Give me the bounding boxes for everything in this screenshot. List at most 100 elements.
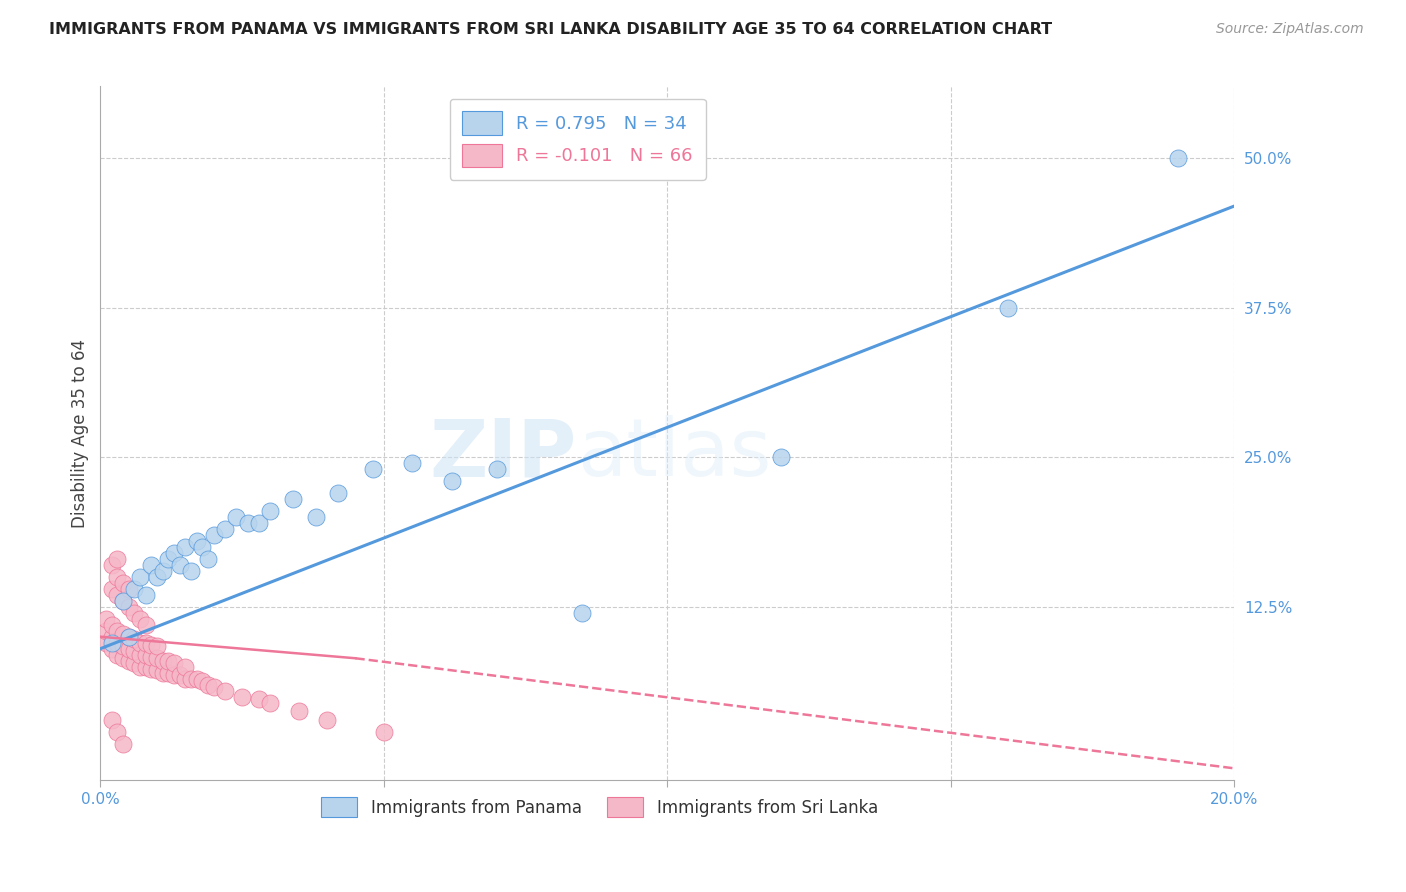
Point	[129, 648, 152, 662]
Point	[146, 651, 169, 665]
Point	[361, 462, 384, 476]
Point	[225, 510, 247, 524]
Point	[141, 650, 163, 665]
Point	[169, 668, 191, 682]
Point	[112, 738, 135, 752]
Point	[152, 654, 174, 668]
Point	[186, 672, 208, 686]
Point	[197, 552, 219, 566]
Point	[197, 677, 219, 691]
Point	[440, 474, 463, 488]
Point	[180, 672, 202, 686]
Point	[169, 558, 191, 572]
Point	[259, 696, 281, 710]
Point	[281, 492, 304, 507]
Point	[105, 648, 128, 662]
Point	[105, 725, 128, 739]
Text: Source: ZipAtlas.com: Source: ZipAtlas.com	[1216, 22, 1364, 37]
Point	[112, 594, 135, 608]
Point	[214, 522, 236, 536]
Point	[124, 606, 146, 620]
Point	[401, 456, 423, 470]
Text: IMMIGRANTS FROM PANAMA VS IMMIGRANTS FROM SRI LANKA DISABILITY AGE 35 TO 64 CORR: IMMIGRANTS FROM PANAMA VS IMMIGRANTS FRO…	[49, 22, 1052, 37]
Point	[105, 588, 128, 602]
Point	[118, 654, 141, 668]
Point	[373, 725, 395, 739]
Point	[100, 714, 122, 728]
Point	[202, 528, 225, 542]
Point	[124, 656, 146, 670]
Point	[316, 714, 339, 728]
Point	[105, 636, 128, 650]
Point	[94, 636, 117, 650]
Point	[769, 450, 792, 465]
Point	[112, 651, 135, 665]
Point	[191, 540, 214, 554]
Point	[112, 575, 135, 590]
Point	[135, 588, 157, 602]
Point	[100, 558, 122, 572]
Point	[152, 564, 174, 578]
Point	[486, 462, 509, 476]
Text: ZIP: ZIP	[429, 415, 576, 493]
Point	[135, 659, 157, 673]
Point	[247, 516, 270, 530]
Point	[135, 636, 157, 650]
Point	[328, 486, 350, 500]
Point	[163, 656, 186, 670]
Point	[118, 582, 141, 596]
Point	[118, 630, 141, 644]
Point	[100, 641, 122, 656]
Point	[129, 570, 152, 584]
Point	[105, 552, 128, 566]
Point	[174, 659, 197, 673]
Point	[174, 540, 197, 554]
Point	[157, 665, 180, 680]
Point	[141, 662, 163, 676]
Y-axis label: Disability Age 35 to 64: Disability Age 35 to 64	[72, 339, 89, 528]
Point	[94, 612, 117, 626]
Point	[174, 672, 197, 686]
Point	[112, 640, 135, 654]
Point	[129, 636, 152, 650]
Point	[236, 516, 259, 530]
Point	[288, 704, 311, 718]
Point	[214, 683, 236, 698]
Point	[231, 690, 253, 704]
Point	[202, 680, 225, 694]
Point	[180, 564, 202, 578]
Point	[124, 632, 146, 647]
Point	[100, 617, 122, 632]
Point	[100, 630, 122, 644]
Point	[129, 659, 152, 673]
Point	[163, 546, 186, 560]
Point	[141, 558, 163, 572]
Point	[247, 692, 270, 706]
Point	[141, 638, 163, 652]
Point	[112, 627, 135, 641]
Point	[100, 636, 122, 650]
Point	[157, 552, 180, 566]
Point	[1167, 151, 1189, 165]
Point	[94, 624, 117, 638]
Point	[305, 510, 328, 524]
Point	[105, 624, 128, 638]
Point	[571, 606, 593, 620]
Point	[146, 663, 169, 677]
Point	[146, 640, 169, 654]
Point	[112, 594, 135, 608]
Point	[146, 570, 169, 584]
Point	[124, 582, 146, 596]
Point	[152, 665, 174, 680]
Legend: Immigrants from Panama, Immigrants from Sri Lanka: Immigrants from Panama, Immigrants from …	[314, 790, 884, 824]
Text: atlas: atlas	[576, 415, 770, 493]
Point	[135, 617, 157, 632]
Point	[186, 534, 208, 549]
Point	[118, 599, 141, 614]
Point	[191, 673, 214, 688]
Point	[100, 582, 122, 596]
Point	[105, 570, 128, 584]
Point	[157, 654, 180, 668]
Point	[163, 668, 186, 682]
Point	[997, 301, 1019, 315]
